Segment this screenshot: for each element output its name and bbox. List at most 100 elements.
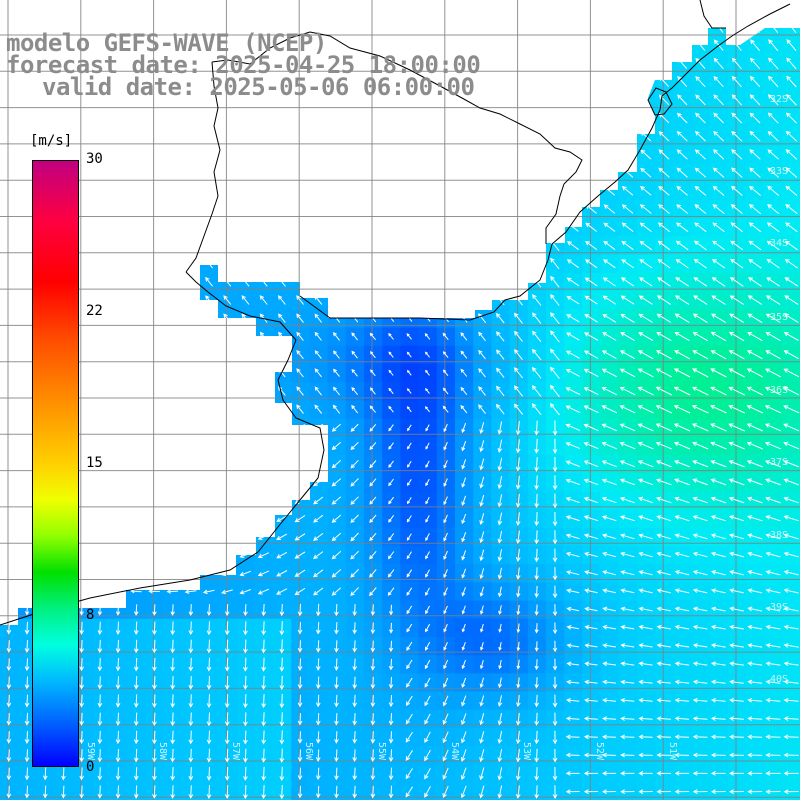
wind-arrow bbox=[370, 369, 376, 377]
wind-arrow bbox=[692, 331, 709, 342]
wind-arrow bbox=[656, 570, 672, 576]
wind-arrow bbox=[205, 131, 213, 142]
wind-arrow bbox=[767, 204, 780, 215]
wind-arrow bbox=[731, 112, 743, 124]
wind-arrow bbox=[656, 313, 672, 323]
wind-arrow bbox=[96, 277, 104, 287]
wind-arrow bbox=[224, 712, 230, 727]
wind-arrow bbox=[584, 697, 598, 703]
wind-arrow bbox=[334, 676, 339, 690]
wind-arrow bbox=[549, 366, 560, 379]
wind-arrow bbox=[350, 149, 359, 160]
wind-arrow bbox=[423, 203, 432, 215]
wind-arrow bbox=[550, 94, 560, 106]
wind-arrow bbox=[386, 39, 396, 51]
wind-arrow bbox=[583, 716, 598, 721]
wind-arrow bbox=[676, 204, 689, 214]
wind-arrow bbox=[638, 643, 653, 648]
wind-arrow bbox=[79, 639, 85, 654]
wind-arrow bbox=[747, 734, 763, 740]
wind-arrow bbox=[150, 113, 159, 123]
wind-arrow bbox=[168, 295, 177, 305]
wind-arrow bbox=[532, 257, 542, 270]
wind-arrow bbox=[746, 460, 763, 468]
wind-arrow bbox=[261, 712, 267, 727]
wind-arrow bbox=[566, 259, 579, 269]
wind-arrow bbox=[152, 785, 157, 799]
wind-arrow bbox=[459, 112, 469, 124]
wind-arrow bbox=[205, 149, 213, 160]
wind-arrow bbox=[674, 789, 690, 795]
wind-arrow bbox=[424, 749, 431, 762]
wind-arrow bbox=[731, 75, 742, 88]
wind-arrow bbox=[296, 222, 305, 233]
wind-arrow bbox=[130, 425, 142, 430]
wind-arrow bbox=[350, 423, 359, 432]
wind-arrow bbox=[584, 588, 598, 594]
forecast-date: forecast date: 2025-04-25 18:00:00 bbox=[6, 51, 481, 79]
wind-arrow bbox=[514, 94, 523, 106]
wind-arrow bbox=[710, 624, 726, 630]
wind-arrow bbox=[478, 349, 486, 360]
wind-arrow bbox=[77, 295, 86, 305]
wind-arrow bbox=[331, 441, 342, 451]
wind-arrow bbox=[532, 148, 542, 160]
wind-arrow bbox=[748, 204, 762, 215]
wind-arrow bbox=[313, 514, 324, 523]
wind-arrow bbox=[388, 749, 394, 763]
wind-arrow bbox=[297, 731, 303, 744]
wind-arrow bbox=[332, 112, 341, 124]
wind-arrow bbox=[370, 622, 376, 635]
wind-arrow bbox=[424, 786, 431, 798]
wind-arrow bbox=[134, 604, 139, 616]
wind-arrow bbox=[61, 767, 66, 781]
wind-arrow bbox=[221, 480, 233, 486]
wind-arrow bbox=[314, 258, 323, 269]
wind-arrow bbox=[424, 767, 431, 780]
wind-arrow bbox=[495, 76, 505, 88]
wind-arrow bbox=[114, 131, 122, 141]
wind-arrow bbox=[601, 441, 617, 450]
wind-arrow bbox=[5, 368, 13, 378]
wind-arrow bbox=[461, 642, 466, 651]
wind-arrow bbox=[713, 149, 725, 160]
wind-arrow bbox=[333, 350, 340, 359]
wind-arrow bbox=[184, 462, 197, 467]
lat-label: 35S bbox=[770, 312, 789, 323]
wind-arrow bbox=[459, 167, 469, 178]
wind-arrow bbox=[133, 639, 139, 654]
wind-arrow bbox=[370, 767, 376, 781]
wind-arrow bbox=[515, 493, 521, 508]
wind-arrow bbox=[24, 694, 30, 708]
lat-label: 38S bbox=[770, 530, 789, 541]
wind-arrow bbox=[515, 548, 521, 563]
wind-arrow bbox=[61, 5, 67, 13]
wind-arrow bbox=[729, 789, 744, 795]
wind-arrow bbox=[637, 478, 654, 486]
wind-arrow bbox=[96, 113, 104, 123]
wind-arrow bbox=[479, 677, 484, 689]
wind-arrow bbox=[694, 222, 707, 233]
wind-arrow bbox=[783, 551, 799, 558]
wind-arrow bbox=[351, 332, 358, 341]
wind-arrow bbox=[314, 404, 323, 414]
wind-arrow bbox=[242, 5, 249, 14]
wind-arrow bbox=[407, 460, 412, 468]
wind-arrow bbox=[224, 5, 231, 14]
wind-arrow bbox=[566, 643, 579, 648]
wind-arrow bbox=[710, 734, 726, 740]
wind-arrow bbox=[205, 349, 213, 360]
wind-arrow bbox=[656, 588, 671, 594]
wind-arrow bbox=[710, 478, 727, 486]
wind-arrow bbox=[23, 331, 31, 341]
wind-arrow bbox=[658, 185, 670, 196]
wind-arrow bbox=[692, 643, 708, 648]
wind-arrow bbox=[406, 351, 412, 358]
wind-arrow bbox=[313, 551, 324, 560]
wind-arrow bbox=[97, 694, 103, 708]
wind-arrow bbox=[23, 240, 31, 250]
wind-arrow bbox=[425, 605, 430, 615]
wind-arrow bbox=[442, 295, 450, 305]
wind-arrow bbox=[712, 240, 725, 251]
wind-arrow bbox=[333, 5, 340, 14]
